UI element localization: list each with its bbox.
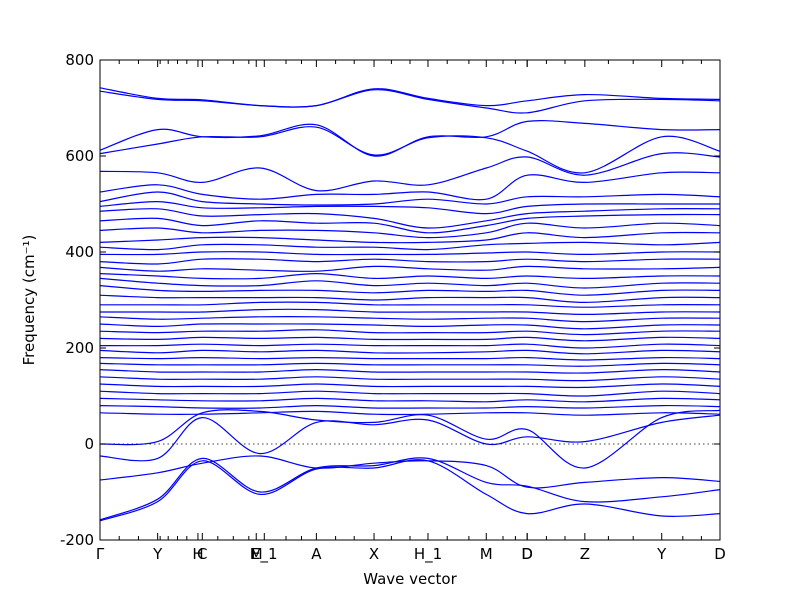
x-tick-label: H_1 — [414, 545, 442, 564]
band-line-23 — [99, 316, 721, 323]
y-tick-label: 200 — [65, 339, 94, 357]
x-tick-label: X — [369, 545, 379, 563]
x-tick-label: Γ — [96, 545, 105, 563]
band-line-15 — [99, 258, 721, 265]
band-line-42 — [99, 459, 721, 522]
band-line-39 — [99, 414, 721, 462]
x-tick-label: H — [192, 545, 203, 563]
band-line-31 — [99, 368, 721, 374]
band-line-12 — [99, 231, 721, 244]
y-axis-label: Frequency (cm⁻¹) — [20, 235, 38, 366]
band-line-29 — [99, 356, 721, 361]
band-line-11 — [99, 222, 721, 239]
y-axis: -200 0 200 400 600 800 — [60, 51, 720, 549]
x-tick-label: Z — [580, 545, 590, 563]
y-tick-label: 800 — [65, 51, 94, 69]
band-line-2 — [99, 89, 721, 114]
band-line-26 — [99, 336, 721, 342]
band-line-8 — [99, 200, 720, 215]
band-line-34 — [99, 390, 721, 397]
band-line-21 — [100, 301, 721, 308]
band-line-13 — [99, 241, 721, 251]
band-line-41 — [99, 457, 721, 521]
band-line-6 — [99, 171, 721, 201]
band-line-5 — [99, 152, 721, 192]
band-line-25 — [99, 329, 721, 336]
x-axis: Γ Y HC ME_1 A X H_1 M DD Z Y D — [96, 60, 726, 564]
x-tick-label: C — [197, 545, 207, 563]
band-line-17 — [99, 272, 721, 280]
band-line-19 — [99, 285, 721, 296]
band-line-10 — [99, 213, 721, 234]
band-line-16 — [99, 265, 721, 272]
band-line-24 — [99, 323, 721, 330]
x-tick-label: A — [311, 545, 322, 563]
y-tick-label: 0 — [84, 435, 94, 453]
band-line-27 — [99, 343, 721, 349]
x-tick-label: E_1 — [251, 545, 278, 564]
y-tick-label: 600 — [65, 147, 94, 165]
band-line-28 — [99, 349, 721, 355]
x-tick-label: D — [521, 545, 533, 563]
band-line-33 — [99, 383, 721, 389]
band-line-32 — [99, 376, 721, 382]
x-tick-label: D — [521, 545, 533, 563]
band-line-20 — [99, 294, 721, 304]
band-line-38 — [99, 409, 721, 469]
band-line-7 — [99, 191, 721, 206]
x-tick-label: Y — [152, 545, 163, 563]
band-line-30 — [99, 362, 721, 367]
x-tick-label: M — [250, 545, 263, 563]
y-tick-label: -200 — [60, 531, 94, 549]
x-tick-label: Y — [656, 545, 667, 563]
y-tick-label: 400 — [65, 243, 94, 261]
band-line-18 — [99, 277, 721, 289]
band-line-35 — [99, 397, 721, 403]
band-line-36 — [99, 404, 721, 409]
band-line-1 — [99, 87, 721, 108]
band-line-22 — [99, 308, 721, 316]
x-tick-label: D — [714, 545, 726, 563]
x-axis-label: Wave vector — [363, 570, 457, 588]
plot-frame — [99, 59, 721, 541]
band-line-14 — [99, 251, 721, 256]
x-tick-label: M — [480, 545, 493, 563]
band-line-9 — [99, 208, 721, 229]
band-line-4 — [99, 126, 721, 174]
phonon-bands — [99, 87, 721, 522]
